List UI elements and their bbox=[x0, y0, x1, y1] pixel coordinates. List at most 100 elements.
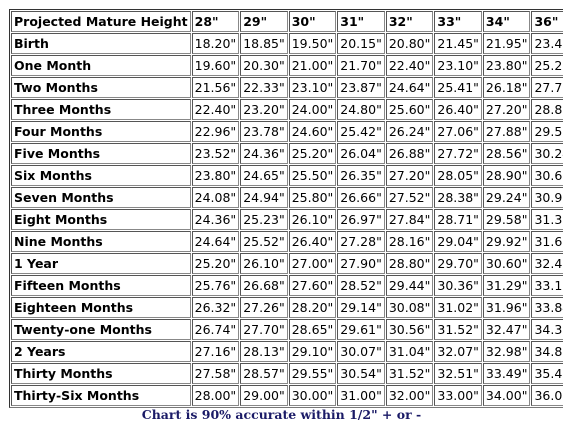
table-cell: 31.02" bbox=[434, 297, 482, 318]
table-cell: 28.20" bbox=[288, 297, 337, 318]
table-cell: 26.10" bbox=[288, 209, 337, 230]
height-chart-container: Projected Mature Height 28" 29" 30" 31" 32" 3… bbox=[9, 9, 563, 408]
table-row: Thirty-Six Months 28.00" 29.00" 30.00" 31.00… bbox=[11, 385, 563, 406]
row-label: Four Months bbox=[11, 121, 191, 142]
table-cell: 27.60" bbox=[288, 275, 337, 296]
table-cell: 36.00" bbox=[531, 385, 563, 406]
table-cell: 24.36" bbox=[191, 209, 240, 230]
table-cell: 25.20" bbox=[531, 55, 563, 76]
table-cell: 29.14" bbox=[337, 297, 385, 318]
table-body: Birth 18.20" 18.85" 19.50" 20.15" 20.80" 21.45… bbox=[11, 33, 563, 406]
table-cell: 34.38" bbox=[531, 319, 563, 340]
table-cell: 28.16" bbox=[385, 231, 434, 252]
table-cell: 33.12" bbox=[531, 275, 563, 296]
table-cell: 33.49" bbox=[482, 363, 531, 384]
table-row: One Month 19.60" 20.30" 21.00" 21.70" 22.40" 2… bbox=[11, 55, 563, 76]
table-cell: 27.00" bbox=[288, 253, 337, 274]
table-cell: 25.23" bbox=[240, 209, 288, 230]
table-cell: 22.96" bbox=[191, 121, 240, 142]
table-cell: 26.04" bbox=[337, 143, 385, 164]
table-cell: 21.70" bbox=[337, 55, 385, 76]
table-cell: 30.00" bbox=[288, 385, 337, 406]
table-cell: 29.58" bbox=[482, 209, 531, 230]
row-label: Seven Months bbox=[11, 187, 191, 208]
table-cell: 31.04" bbox=[385, 341, 434, 362]
table-cell: 24.80" bbox=[337, 99, 385, 120]
table-row: Nine Months 24.64" 25.52" 26.40" 27.28" 28.16… bbox=[11, 231, 563, 252]
row-label: Eighteen Months bbox=[11, 297, 191, 318]
table-cell: 24.08" bbox=[191, 187, 240, 208]
table-cell: 21.45" bbox=[434, 33, 482, 54]
column-header: 31" bbox=[337, 11, 385, 32]
table-cell: 25.80" bbox=[288, 187, 337, 208]
table-cell: 32.00" bbox=[385, 385, 434, 406]
table-cell: 18.20" bbox=[191, 33, 240, 54]
table-cell: 26.35" bbox=[337, 165, 385, 186]
table-cell: 29.55" bbox=[288, 363, 337, 384]
column-header: 36" bbox=[531, 11, 563, 32]
table-cell: 26.40" bbox=[434, 99, 482, 120]
table-cell: 27.16" bbox=[191, 341, 240, 362]
table-cell: 20.80" bbox=[385, 33, 434, 54]
row-label: Twenty-one Months bbox=[11, 319, 191, 340]
table-cell: 29.70" bbox=[434, 253, 482, 274]
table-cell: 26.40" bbox=[288, 231, 337, 252]
table-row: Six Months 23.80" 24.65" 25.50" 26.35" 27.20"… bbox=[11, 165, 563, 186]
table-row: Two Months 21.56" 22.33" 23.10" 23.87" 24.64"… bbox=[11, 77, 563, 98]
table-cell: 21.00" bbox=[288, 55, 337, 76]
table-cell: 27.90" bbox=[337, 253, 385, 274]
table-cell: 30.24" bbox=[531, 143, 563, 164]
table-cell: 32.98" bbox=[482, 341, 531, 362]
table-cell: 30.56" bbox=[385, 319, 434, 340]
table-row: Four Months 22.96" 23.78" 24.60" 25.42" 26.24… bbox=[11, 121, 563, 142]
table-cell: 21.56" bbox=[191, 77, 240, 98]
table-cell: 27.72" bbox=[434, 143, 482, 164]
table-cell: 29.52" bbox=[531, 121, 563, 142]
row-label: Nine Months bbox=[11, 231, 191, 252]
table-cell: 25.20" bbox=[191, 253, 240, 274]
table-cell: 18.85" bbox=[240, 33, 288, 54]
table-cell: 30.60" bbox=[482, 253, 531, 274]
table-row: Thirty Months 27.58" 28.57" 29.55" 30.54" 31.… bbox=[11, 363, 563, 384]
table-cell: 22.33" bbox=[240, 77, 288, 98]
row-label: Fifteen Months bbox=[11, 275, 191, 296]
table-cell: 27.58" bbox=[191, 363, 240, 384]
table-row: Eight Months 24.36" 25.23" 26.10" 26.97" 27.8… bbox=[11, 209, 563, 230]
table-cell: 27.52" bbox=[385, 187, 434, 208]
table-cell: 27.70" bbox=[240, 319, 288, 340]
table-cell: 23.20" bbox=[240, 99, 288, 120]
table-cell: 28.13" bbox=[240, 341, 288, 362]
table-cell: 23.10" bbox=[434, 55, 482, 76]
table-cell: 24.60" bbox=[288, 121, 337, 142]
column-header: 34" bbox=[482, 11, 531, 32]
table-cell: 25.50" bbox=[288, 165, 337, 186]
table-cell: 28.80" bbox=[531, 99, 563, 120]
table-cell: 20.30" bbox=[240, 55, 288, 76]
table-cell: 31.00" bbox=[337, 385, 385, 406]
table-cell: 31.52" bbox=[434, 319, 482, 340]
table-cell: 28.65" bbox=[288, 319, 337, 340]
row-label: Thirty Months bbox=[11, 363, 191, 384]
accuracy-footnote: Chart is 90% accurate within 1/2" + or - bbox=[141, 407, 422, 422]
table-cell: 24.36" bbox=[240, 143, 288, 164]
row-label: Birth bbox=[11, 33, 191, 54]
table-cell: 32.51" bbox=[434, 363, 482, 384]
row-label: One Month bbox=[11, 55, 191, 76]
table-cell: 24.65" bbox=[240, 165, 288, 186]
table-cell: 23.40" bbox=[531, 33, 563, 54]
table-cell: 28.80" bbox=[385, 253, 434, 274]
table-cell: 23.87" bbox=[337, 77, 385, 98]
table-cell: 25.52" bbox=[240, 231, 288, 252]
table-cell: 27.20" bbox=[385, 165, 434, 186]
table-cell: 26.10" bbox=[240, 253, 288, 274]
table-cell: 35.46" bbox=[531, 363, 563, 384]
table-cell: 25.60" bbox=[385, 99, 434, 120]
height-projection-table: Projected Mature Height 28" 29" 30" 31" 32" 3… bbox=[9, 9, 563, 408]
table-cell: 27.28" bbox=[337, 231, 385, 252]
table-cell: 34.00" bbox=[482, 385, 531, 406]
table-cell: 29.61" bbox=[337, 319, 385, 340]
table-cell: 29.10" bbox=[288, 341, 337, 362]
table-cell: 27.84" bbox=[385, 209, 434, 230]
table-cell: 23.80" bbox=[482, 55, 531, 76]
column-header: 28" bbox=[191, 11, 240, 32]
